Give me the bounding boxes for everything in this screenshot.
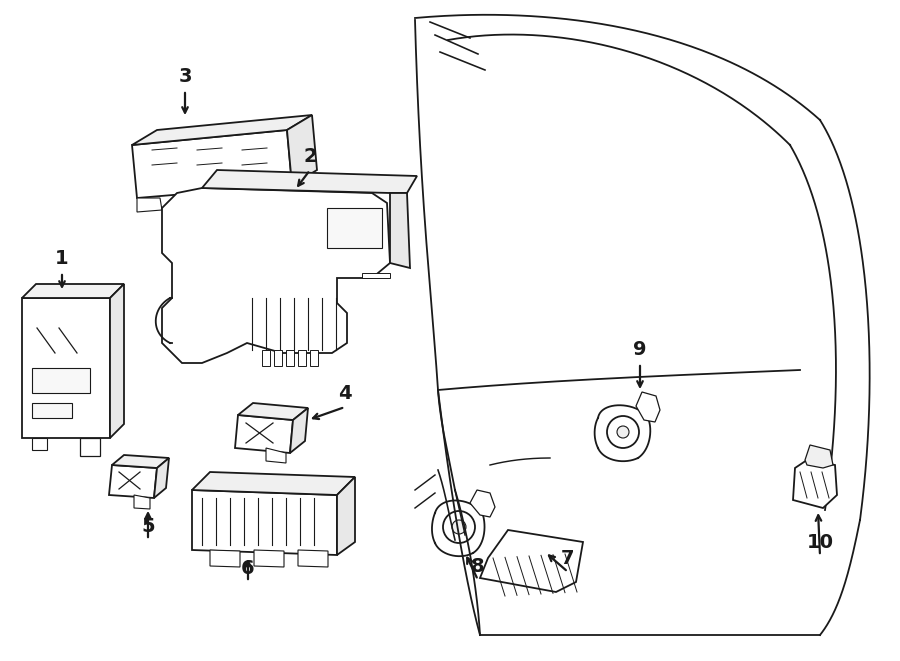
Polygon shape <box>210 550 240 567</box>
Text: 3: 3 <box>178 67 192 86</box>
Polygon shape <box>235 415 293 453</box>
Text: 5: 5 <box>141 517 155 536</box>
Polygon shape <box>274 350 282 366</box>
Polygon shape <box>22 284 124 298</box>
Polygon shape <box>32 403 72 418</box>
Polygon shape <box>32 368 90 393</box>
Polygon shape <box>636 392 660 422</box>
Polygon shape <box>390 193 410 268</box>
Polygon shape <box>290 408 308 453</box>
Circle shape <box>186 320 202 336</box>
Polygon shape <box>254 550 284 567</box>
Polygon shape <box>162 188 390 363</box>
Polygon shape <box>327 208 382 248</box>
Polygon shape <box>793 460 837 508</box>
Text: 10: 10 <box>806 533 833 552</box>
Circle shape <box>452 520 466 534</box>
Polygon shape <box>80 438 100 456</box>
Text: 7: 7 <box>562 549 575 568</box>
Polygon shape <box>202 170 417 193</box>
Polygon shape <box>109 465 157 498</box>
Polygon shape <box>238 403 308 420</box>
Polygon shape <box>192 490 337 555</box>
Polygon shape <box>266 448 286 463</box>
Text: 8: 8 <box>472 557 485 576</box>
Text: 4: 4 <box>338 384 352 403</box>
Polygon shape <box>470 490 495 517</box>
Polygon shape <box>298 550 328 567</box>
Polygon shape <box>112 455 169 468</box>
Text: 2: 2 <box>303 147 317 166</box>
Polygon shape <box>192 472 355 495</box>
Polygon shape <box>337 477 355 555</box>
Polygon shape <box>362 273 390 278</box>
Circle shape <box>443 511 475 543</box>
Polygon shape <box>286 350 294 366</box>
Polygon shape <box>262 350 270 366</box>
Circle shape <box>617 426 629 438</box>
Polygon shape <box>298 350 306 366</box>
Polygon shape <box>480 530 583 592</box>
Polygon shape <box>805 445 833 468</box>
Text: 1: 1 <box>55 249 68 268</box>
Polygon shape <box>137 198 162 212</box>
Polygon shape <box>110 284 124 438</box>
Polygon shape <box>154 458 169 498</box>
Text: 9: 9 <box>634 340 647 359</box>
Polygon shape <box>132 130 292 198</box>
Text: 6: 6 <box>241 559 255 578</box>
Polygon shape <box>22 298 110 438</box>
Circle shape <box>607 416 639 448</box>
Polygon shape <box>287 115 317 185</box>
Polygon shape <box>177 195 200 209</box>
Polygon shape <box>32 438 47 450</box>
Polygon shape <box>132 115 312 145</box>
Polygon shape <box>134 495 150 509</box>
Polygon shape <box>310 350 318 366</box>
